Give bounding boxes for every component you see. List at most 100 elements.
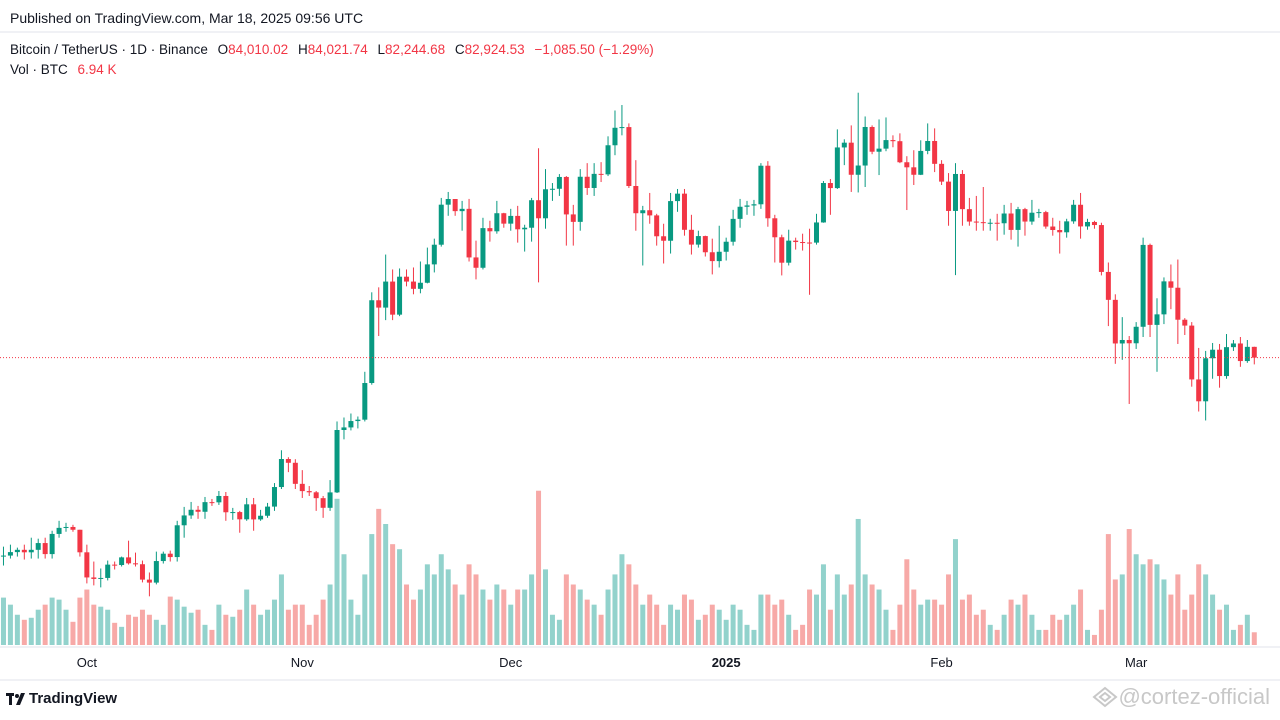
candle-body (223, 495, 229, 513)
ohlc-value: 82,244.68 (385, 42, 446, 57)
volume-bar (1098, 609, 1104, 645)
volume-bar (341, 554, 347, 645)
volume-bar (1126, 529, 1132, 645)
volume-bar (814, 594, 820, 645)
candle-body (1001, 213, 1007, 224)
candle-body (1015, 209, 1021, 230)
volume-bar (1189, 594, 1195, 645)
volume-bar (369, 534, 375, 645)
candle-body (522, 227, 528, 230)
volume-bar (119, 626, 125, 645)
volume-bar (980, 609, 986, 645)
volume-bar (827, 609, 833, 645)
volume-bar (35, 609, 41, 645)
candle-body (1230, 343, 1236, 348)
volume-bar (216, 604, 222, 645)
volume-bar (779, 599, 785, 645)
x-tick-label: Dec (499, 655, 523, 670)
volume-bar (897, 604, 903, 645)
volume-legend: Vol · BTC 6.94 K (10, 62, 117, 77)
ohlc-value: 82,924.53 (464, 42, 525, 57)
candle-body (1203, 358, 1209, 402)
candle-body (480, 228, 486, 268)
candle-body (452, 199, 458, 212)
volume-bar (63, 609, 69, 645)
volume-bar (1022, 594, 1028, 645)
candle-body (1133, 326, 1139, 344)
candle-body (466, 208, 472, 258)
volume-bar (1244, 614, 1250, 645)
candle-body (772, 218, 778, 238)
volume-bar (1203, 574, 1209, 645)
candle-body (890, 140, 896, 142)
volume-bar (862, 574, 868, 645)
volume-bar (890, 629, 896, 645)
candle-body (765, 165, 771, 219)
volume-bar (160, 624, 166, 645)
candle-body (265, 506, 271, 516)
candle-body (21, 549, 27, 553)
candle-body (1237, 343, 1243, 362)
volume-bar (1223, 604, 1229, 645)
volume-bar (841, 594, 847, 645)
x-axis: Oct Nov Dec 2025 Feb Mar (77, 655, 1148, 670)
brand-logo (6, 692, 25, 705)
x-tick-label: Feb (930, 655, 952, 670)
volume-bar (709, 604, 715, 645)
volume-bar (397, 549, 403, 645)
candle-body (730, 218, 736, 242)
candle-body (174, 525, 180, 558)
watermark: @cortez-official (1092, 684, 1270, 710)
candle-body (126, 557, 132, 564)
candle-body (188, 509, 194, 516)
volume-bar (619, 554, 625, 645)
volume-bar (223, 614, 229, 645)
volume-bar (925, 599, 931, 645)
volume-bar (1105, 534, 1111, 645)
candle-body (1036, 212, 1042, 214)
candle-body (542, 189, 548, 219)
volume-bar (0, 597, 6, 645)
volume-bar (70, 621, 76, 645)
candle-body (1251, 346, 1257, 358)
candle-body (445, 199, 451, 205)
candle-body (744, 205, 750, 207)
candle-body (431, 244, 437, 265)
symbol: Bitcoin / TetherUS · 1D · Binance (10, 42, 208, 57)
published-note: Published on TradingView.com, Mar 18, 20… (10, 10, 364, 26)
candle-body (668, 201, 674, 241)
volume-bar (112, 622, 118, 645)
candle-body (1050, 226, 1056, 231)
volume-bar (848, 584, 854, 645)
volume-bar (459, 594, 465, 645)
volume-bar (167, 596, 173, 645)
candle-body (973, 221, 979, 223)
candle-body (362, 383, 368, 420)
candle-body (1210, 349, 1216, 359)
candle-body (883, 140, 889, 149)
volume-bar (383, 524, 389, 645)
volume-bar (292, 604, 298, 645)
volume-bar (313, 614, 319, 645)
candle-body (35, 543, 41, 550)
watermark-icon (1092, 686, 1119, 708)
candle-body (1182, 319, 1188, 326)
volume-bar (1050, 614, 1056, 645)
volume-bar (1112, 579, 1118, 645)
candle-body (647, 210, 653, 216)
candle-body (786, 240, 792, 263)
volume-bar (334, 498, 340, 645)
candle-body (848, 142, 854, 175)
ohlc-value: 84,021.74 (307, 42, 368, 57)
volume-bar (327, 584, 333, 645)
candle-body (417, 282, 423, 289)
volume-bar (1210, 594, 1216, 645)
candle-body (584, 176, 590, 188)
ohlc-value: 84,010.02 (228, 42, 289, 57)
volume-bar (918, 604, 924, 645)
volume-bar (188, 612, 194, 645)
candle-body (1217, 349, 1223, 377)
volume-bar (153, 619, 159, 645)
candle-body (605, 145, 611, 175)
volume-bar (501, 589, 507, 645)
